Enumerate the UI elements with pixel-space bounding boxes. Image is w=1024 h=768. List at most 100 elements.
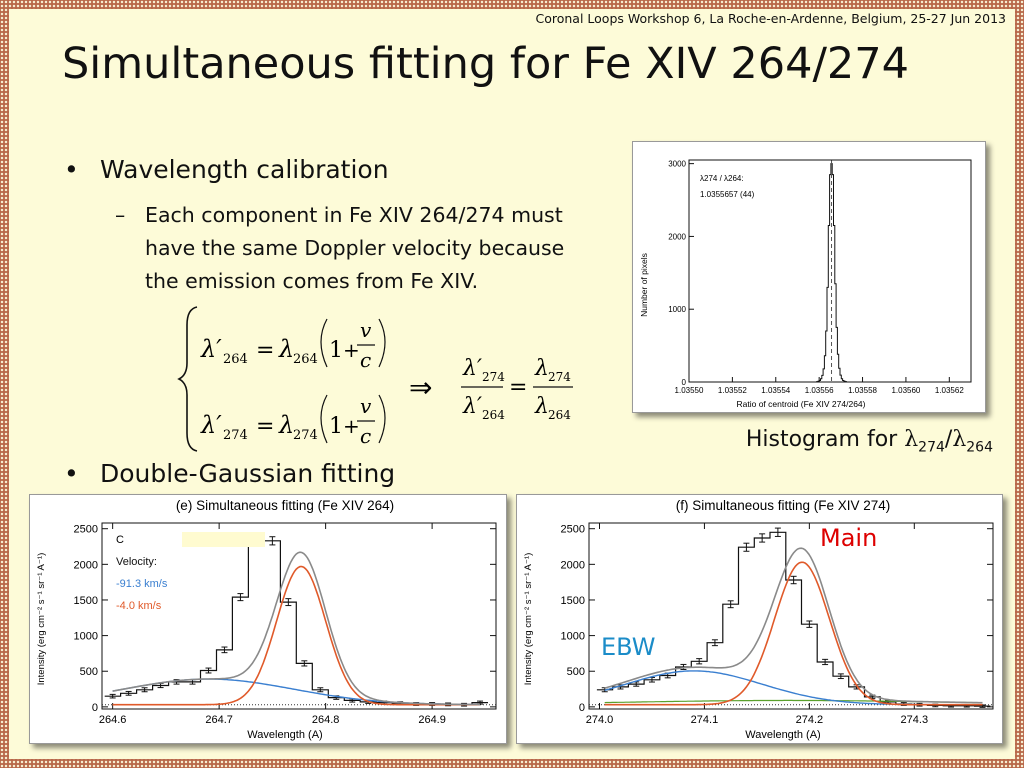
histogram-ytick-label: 2000: [668, 232, 686, 241]
eq3-den-l-sub: 264: [482, 408, 505, 422]
histogram-xtick-label: 1.03550: [675, 386, 704, 395]
eq2-num: v: [360, 394, 372, 418]
fit-264-xtick-label: 264.6: [99, 714, 127, 726]
histogram-xtick-label: 1.03556: [805, 386, 834, 395]
eq3-den-l: λ′: [462, 394, 482, 419]
eq2-equals: =: [256, 414, 274, 439]
sub-bullet-doppler: – Each component in Fe XIV 264/274 must …: [115, 199, 625, 298]
fit-274-xtick-label: 274.1: [691, 714, 719, 726]
fit-274-ylabel: Intensity (erg cm⁻² s⁻¹ sr⁻¹ A⁻¹): [523, 553, 534, 686]
eq1-paren-right: [378, 318, 386, 368]
label-main: Main: [820, 524, 878, 552]
sub-bullet-line-3: the emission comes from Fe XIV.: [145, 269, 479, 293]
eq1-paren-left: [320, 318, 328, 368]
eq2-lhs-sub: 274: [223, 428, 248, 443]
histogram-frame: [688, 159, 972, 383]
eq1-equals: =: [256, 338, 274, 363]
sub-bullet-dash: –: [115, 203, 126, 227]
fit-274-xtick-label: 274.0: [586, 714, 614, 726]
eq2-paren-right: [378, 394, 386, 444]
fit-274-ytick-label: 2000: [561, 559, 585, 571]
eq2-rhs-sub: 274: [293, 428, 318, 443]
fit-264-blue-component: [112, 678, 480, 706]
fit-274-xtick-label: 274.3: [901, 714, 929, 726]
caption-sub-1: 274: [918, 439, 945, 456]
fit-274-title: (f) Simultaneous fitting (Fe XIV 274): [676, 498, 891, 513]
eq2-one: 1: [329, 414, 343, 439]
eq3-num-r: λ: [534, 356, 549, 381]
histogram-xtick-label: 1.03552: [718, 386, 747, 395]
eq1-plus: +: [343, 338, 360, 362]
equation-264: λ′ 264 = λ 264 1 + v c: [200, 318, 386, 372]
eq3-num-l: λ′: [462, 356, 482, 381]
eq3-den-r-sub: 264: [548, 408, 571, 422]
eq2-lhs: λ′: [200, 411, 222, 439]
fit-264-xtick-label: 264.9: [418, 714, 446, 726]
eq3-den-r: λ: [534, 394, 549, 419]
histogram-xtick-label: 1.03558: [848, 386, 877, 395]
fit-264-ytick-label: 1000: [74, 631, 98, 643]
caption-sub-2: 264: [966, 439, 993, 456]
fit-264-legend-v1: -91.3 km/s: [116, 578, 168, 590]
fit-274-ytick-label: 1500: [561, 595, 585, 607]
fit-264-orange-component: [112, 565, 480, 706]
eq3-num-r-sub: 274: [548, 370, 571, 384]
eq1-lhs: λ′: [200, 335, 222, 363]
caption-prefix: Histogram for: [745, 427, 905, 452]
histogram-xtick-label: 1.03554: [761, 386, 790, 395]
bullet-dot: •: [64, 459, 79, 488]
bullet-wavelength-calibration: • Wavelength calibration: [64, 155, 389, 184]
fit-274-ytick-label: 1000: [561, 631, 585, 643]
fit-264-ytick-label: 2500: [74, 524, 98, 536]
equation-block: λ′ 264 = λ 264 1 + v c λ′ 274 = λ 274 1 …: [177, 306, 573, 452]
conference-line: Coronal Loops Workshop 6, La Roche-en-Ar…: [535, 11, 1006, 26]
fit-264-legend-v2: -4.0 km/s: [116, 600, 162, 612]
fit-274-ytick-label: 0: [579, 702, 585, 714]
histogram-xtick-label: 1.03560: [891, 386, 920, 395]
histogram-xtick-label: 1.03562: [935, 386, 964, 395]
caption-lambda-2: λ: [952, 427, 967, 452]
eq1-num: v: [360, 318, 372, 342]
fit-274-xtick-label: 274.2: [796, 714, 824, 726]
equation-ratio: λ′ 274 λ′ 264 = λ 274 λ 264: [461, 356, 573, 422]
fit-panel-264: (e) Simultaneous fitting (Fe XIV 264) Wa…: [29, 494, 507, 744]
fit-274-xlabel: Wavelength (A): [745, 729, 820, 741]
fit-264-frame: [101, 522, 497, 710]
fit-264-title: (e) Simultaneous fitting (Fe XIV 264): [176, 498, 394, 513]
left-brace: [177, 306, 198, 452]
bullet-text: Wavelength calibration: [100, 155, 389, 184]
fit-274-frame: [588, 522, 994, 710]
caption-slash: /: [944, 427, 953, 452]
fit-264-total-fit: [112, 551, 480, 706]
fit-274-orange-component: [604, 561, 983, 706]
sub-bullet-line-2: have the same Doppler velocity because: [145, 236, 565, 260]
fit-panel-274: (f) Simultaneous fitting (Fe XIV 274) Wa…: [516, 494, 1003, 744]
eq2-plus: +: [343, 414, 360, 438]
bullet-double-gaussian: • Double-Gaussian fitting: [64, 459, 395, 488]
caption-lambda-1: λ: [904, 427, 919, 452]
histogram-chart: Number of pixels Ratio of centroid (Fe X…: [639, 159, 972, 409]
fit-264-observed-steps: [104, 540, 488, 706]
slide: Coronal Loops Workshop 6, La Roche-en-Ar…: [9, 9, 1015, 759]
eq2-paren-left: [320, 394, 328, 444]
fit-264-ytick-label: 0: [92, 702, 98, 714]
histogram-ytick-label: 0: [682, 378, 687, 387]
histogram-xlabel: Ratio of centroid (Fe XIV 274/264): [737, 399, 866, 409]
legend-overlay-box: [182, 532, 265, 547]
bullet-text: Double-Gaussian fitting: [100, 459, 396, 488]
label-ebw: EBW: [601, 633, 656, 661]
bullet-dot: •: [64, 155, 79, 184]
eq1-lhs-sub: 264: [223, 352, 248, 367]
fit-274-ytick-label: 500: [567, 666, 585, 678]
fit-264-legend-first: C: [116, 534, 124, 546]
fit-264-ytick-label: 500: [80, 666, 98, 678]
eq1-den: c: [360, 348, 371, 372]
fit-264-ylabel: Intensity (erg cm⁻² s⁻¹ sr⁻¹ A⁻¹): [36, 553, 47, 686]
histogram-ytick-label: 1000: [668, 305, 686, 314]
histogram-panel: Number of pixels Ratio of centroid (Fe X…: [632, 141, 986, 413]
fit-264-legend-heading: Velocity:: [116, 556, 157, 568]
histogram-ytick-label: 3000: [668, 160, 686, 169]
fit-274-observed-steps: [596, 531, 991, 707]
implies-arrow: ⇒: [409, 371, 432, 404]
fit-264-xtick-label: 264.7: [205, 714, 233, 726]
